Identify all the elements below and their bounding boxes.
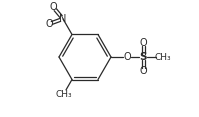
- Text: N: N: [59, 14, 67, 24]
- Text: O: O: [139, 66, 147, 76]
- Text: S: S: [139, 52, 147, 62]
- Text: O: O: [123, 52, 131, 62]
- Text: O: O: [45, 19, 53, 29]
- Text: O: O: [139, 38, 147, 48]
- Text: CH₃: CH₃: [155, 53, 171, 62]
- Text: CH₃: CH₃: [55, 90, 72, 99]
- Text: O: O: [50, 2, 57, 12]
